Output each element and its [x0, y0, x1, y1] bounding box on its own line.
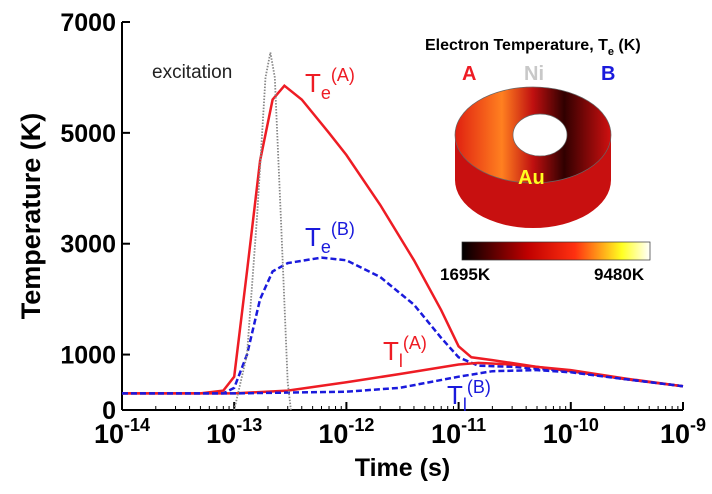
series-label: Te(A) — [305, 65, 355, 103]
series-label-sup: (B) — [331, 219, 355, 239]
inset-label: A — [462, 63, 476, 85]
series-label-sup: (A) — [331, 65, 355, 85]
colorbar — [461, 241, 651, 261]
series-label: Tl(B) — [447, 377, 491, 415]
y-tick-label: 3000 — [60, 231, 116, 259]
x-tick-exponent: -9 — [690, 415, 706, 435]
y-tick-label: 0 — [102, 397, 116, 425]
series-label-sup: (A) — [403, 333, 427, 353]
series-label-name: excitation — [152, 62, 232, 83]
x-tick-exponent: -11 — [461, 415, 486, 435]
ring-hole — [512, 113, 568, 157]
series-label-sub: l — [463, 395, 467, 415]
series-label-name: T — [383, 336, 399, 366]
y-axis-label: Temperature (K) — [16, 113, 46, 320]
series-label-name: T — [305, 68, 321, 98]
inset-title-sub: e — [608, 46, 614, 58]
x-tick-base: 10 — [431, 419, 461, 449]
series-label: excitation — [152, 62, 232, 83]
x-tick-label: 10-13 — [206, 415, 262, 449]
inset-label: Au — [518, 167, 545, 189]
series-line — [233, 52, 292, 411]
x-tick-base: 10 — [543, 419, 573, 449]
y-tick-label: 7000 — [60, 9, 116, 37]
x-tick-label: 10-11 — [431, 415, 486, 449]
x-tick-exponent: -12 — [348, 415, 374, 435]
x-tick-base: 10 — [206, 419, 236, 449]
x-tick-label: 10-12 — [318, 415, 374, 449]
x-tick-label: 10-9 — [660, 415, 706, 449]
inset-label: B — [601, 63, 615, 85]
inset-label: Ni — [524, 63, 544, 85]
y-tick-label: 5000 — [60, 120, 116, 148]
x-tick-base: 10 — [660, 419, 690, 449]
series-label: Tl(A) — [383, 333, 427, 371]
x-tick-base: 10 — [94, 419, 124, 449]
series-label: Te(B) — [305, 219, 355, 257]
inset-title-main: Electron Temperature, T — [425, 37, 608, 54]
series-label-sub: l — [399, 351, 403, 371]
inset — [454, 86, 651, 261]
series-label-name: T — [447, 380, 463, 410]
x-tick-exponent: -13 — [236, 415, 262, 435]
series-label-sub: e — [321, 237, 331, 257]
colorbar-max: 9480K — [594, 265, 645, 284]
x-tick-exponent: -10 — [573, 415, 599, 435]
x-tick-label: 10-10 — [543, 415, 599, 449]
colorbar-min: 1695K — [440, 265, 491, 284]
x-tick-exponent: -14 — [124, 415, 150, 435]
series-label-name: T — [305, 222, 321, 252]
series-label-sup: (B) — [467, 377, 491, 397]
series-line — [122, 361, 684, 395]
inset-title: Electron Temperature, Te (K) — [425, 37, 641, 58]
x-axis-label: Time (s) — [355, 454, 450, 482]
x-tick-label: 10-14 — [94, 415, 150, 449]
series-label-sub: e — [321, 83, 331, 103]
x-tick-base: 10 — [318, 419, 348, 449]
y-tick-label: 1000 — [60, 342, 116, 370]
series-line — [122, 368, 684, 395]
inset-title-end: (K) — [614, 37, 641, 54]
